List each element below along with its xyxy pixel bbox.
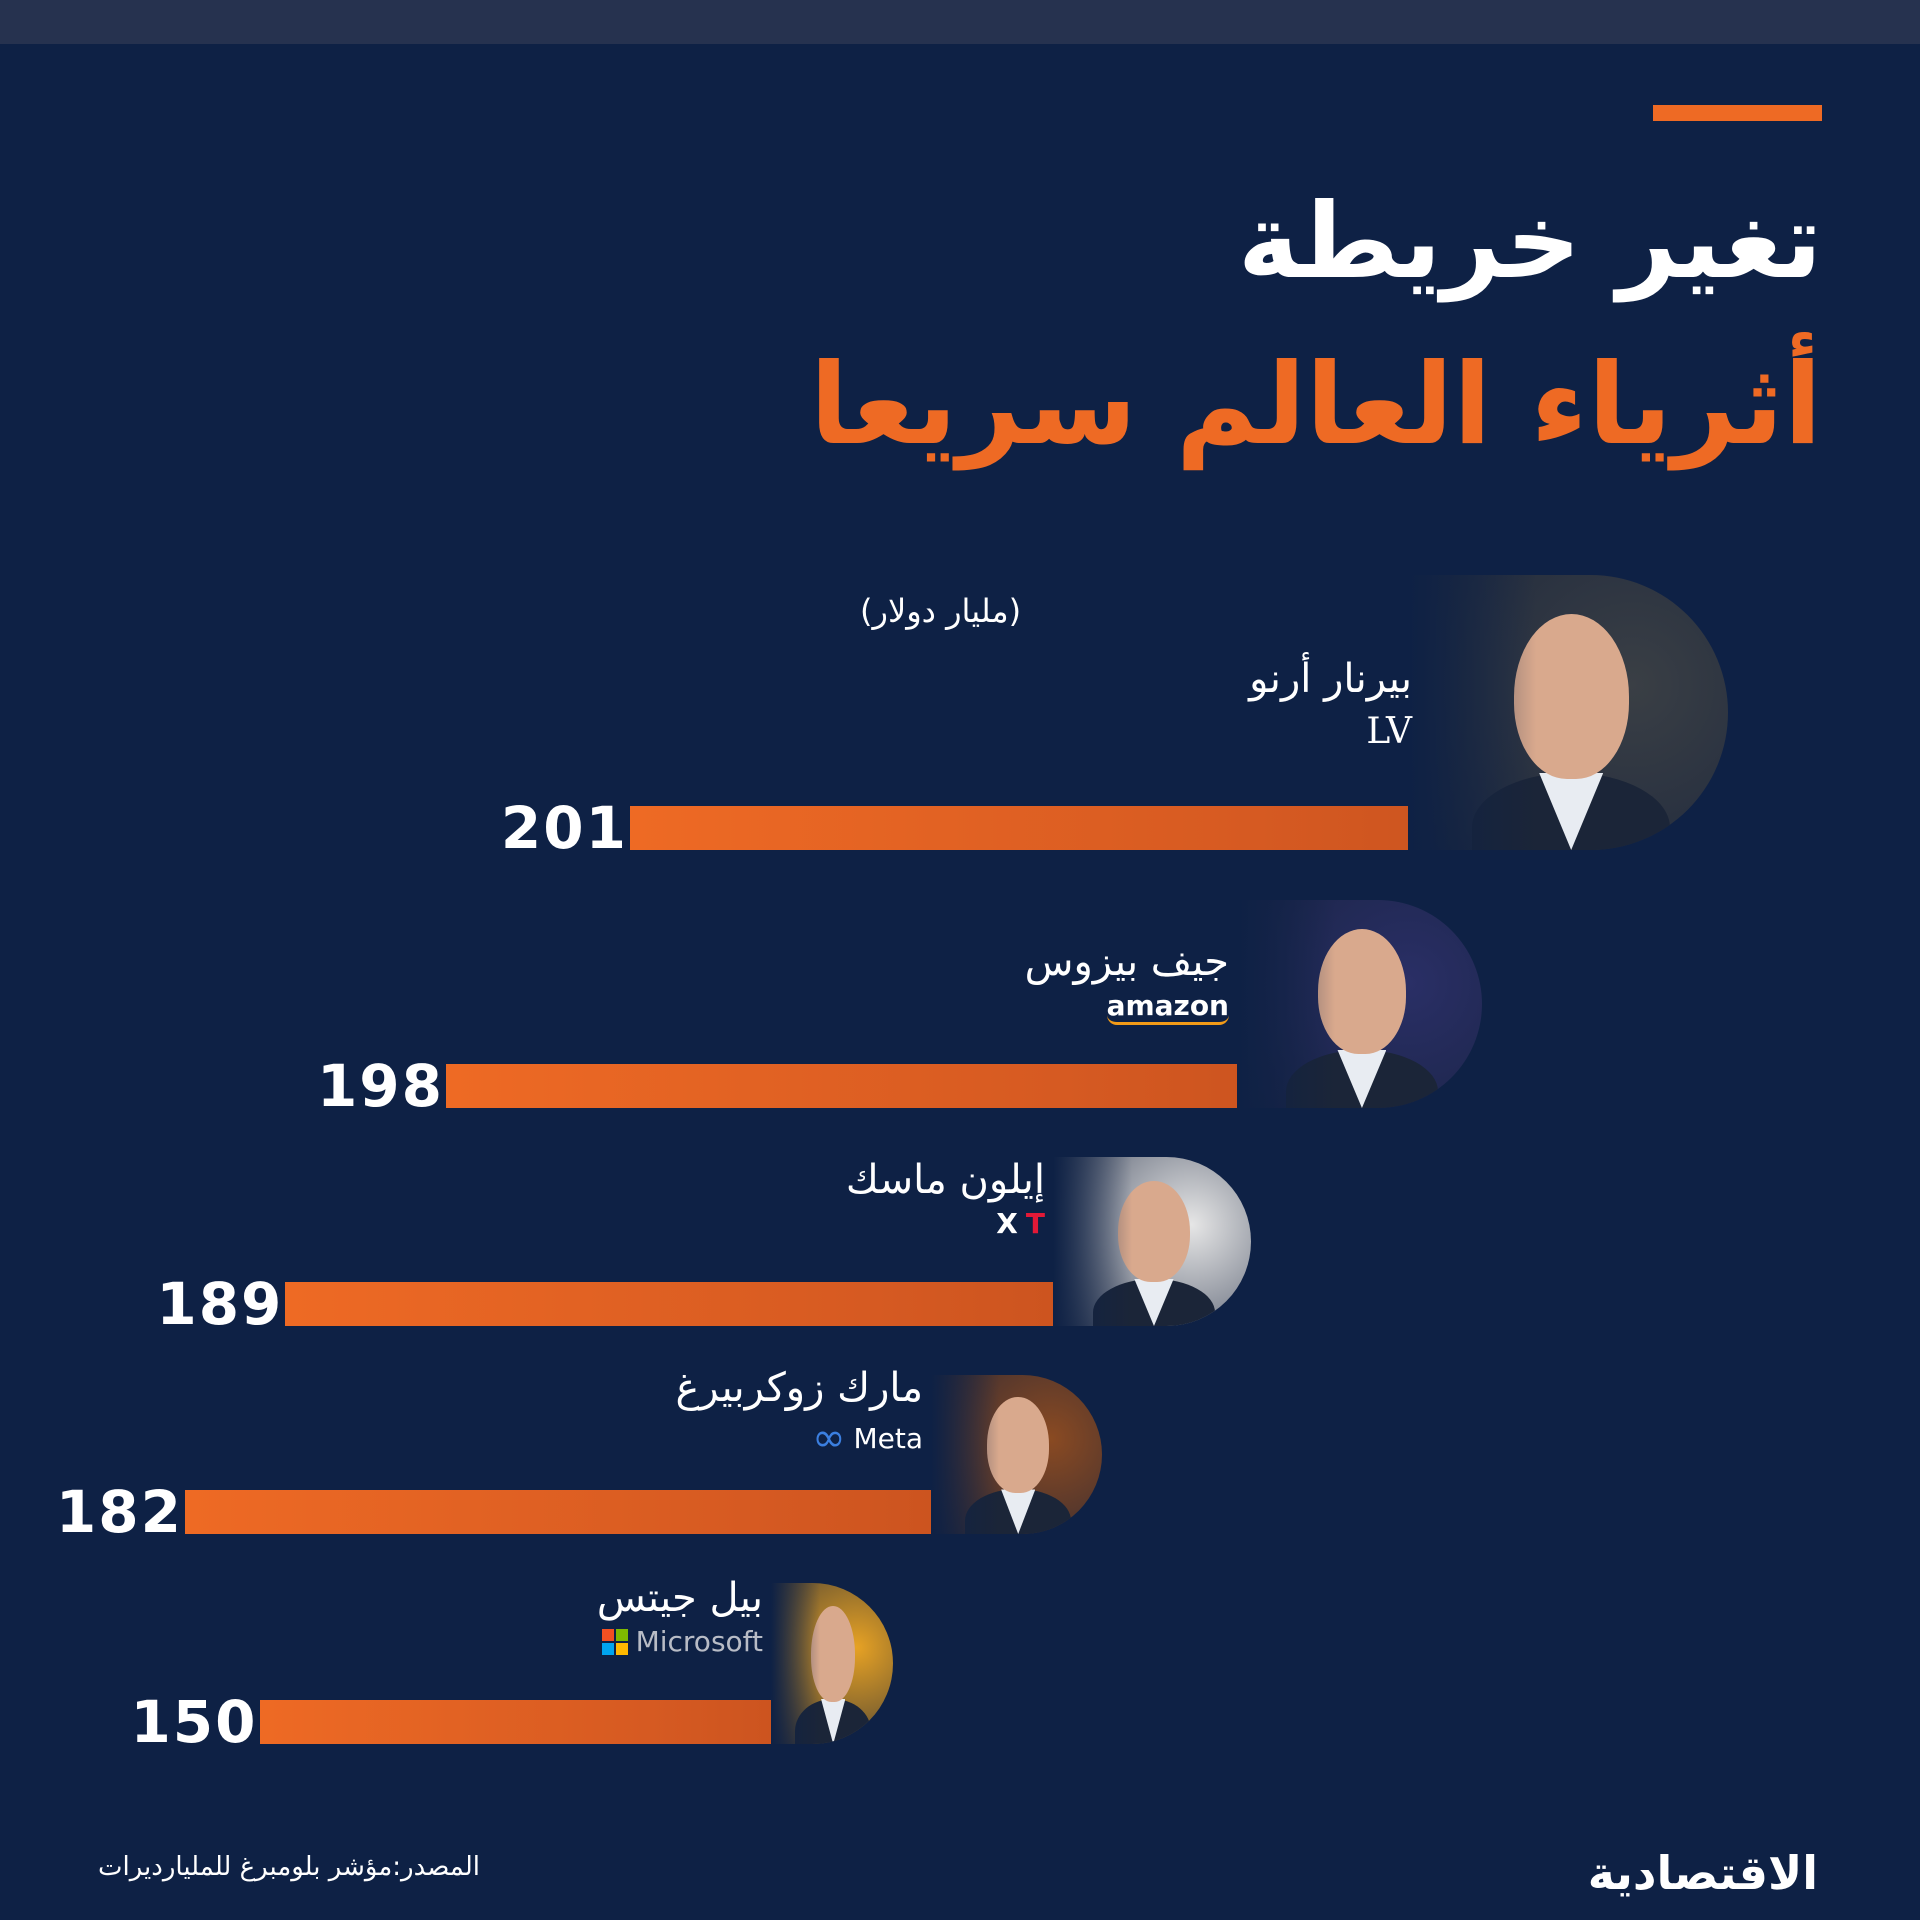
value-label: 198 bbox=[316, 1052, 445, 1120]
portrait-photo bbox=[1053, 1157, 1251, 1326]
bar-3 bbox=[285, 1282, 1123, 1326]
title-line-2: أثرياء العالم سريعا bbox=[809, 340, 1822, 470]
tesla-logo-icon: T bbox=[1025, 1207, 1045, 1240]
bar-2 bbox=[446, 1064, 1323, 1108]
company-logo: LV bbox=[1366, 711, 1412, 752]
person-name: بيل جيتس bbox=[596, 1575, 763, 1621]
accent-rule bbox=[1653, 105, 1822, 121]
portrait-photo bbox=[771, 1583, 893, 1744]
brand-name: Microsoft bbox=[635, 1625, 763, 1658]
photo-fade bbox=[1408, 575, 1536, 850]
portrait-photo bbox=[1408, 575, 1728, 850]
value-label: 201 bbox=[500, 794, 628, 862]
bar-1 bbox=[630, 806, 1520, 850]
person-name: بيرنار أرنو bbox=[1249, 656, 1412, 702]
brand-name: LV bbox=[1366, 711, 1412, 752]
company-logo: amazon bbox=[1106, 989, 1229, 1025]
brand-name: Meta bbox=[853, 1421, 923, 1455]
person-name: مارك زوكربيرغ bbox=[675, 1365, 924, 1411]
unit-label: (مليار دولار) bbox=[860, 592, 1022, 630]
bar-5 bbox=[259, 1700, 814, 1744]
person-name: إيلون ماسك bbox=[845, 1157, 1045, 1203]
company-logo: ∞ Meta bbox=[812, 1415, 923, 1461]
source-note: المصدر:مؤشر بلومبرغ للمليارديرات bbox=[98, 1852, 480, 1882]
value-label: 189 bbox=[156, 1270, 284, 1338]
portrait-photo bbox=[931, 1375, 1102, 1534]
bar-4 bbox=[184, 1490, 991, 1534]
value-label: 150 bbox=[130, 1688, 258, 1756]
top-strip bbox=[0, 0, 1920, 44]
person-name: جيف بيزوس bbox=[1024, 939, 1229, 985]
photo-fade bbox=[1237, 900, 1335, 1108]
title-line-1: تغير خريطة bbox=[1237, 180, 1822, 302]
value-label: 182 bbox=[55, 1478, 183, 1546]
meta-infinity-icon: ∞ bbox=[812, 1415, 846, 1461]
brand-name: amazon bbox=[1106, 989, 1229, 1025]
publisher-logo: الاقتصادية bbox=[1587, 1846, 1818, 1900]
photo-fade bbox=[771, 1583, 820, 1744]
photo-fade bbox=[931, 1375, 1000, 1534]
photo-fade bbox=[1053, 1157, 1133, 1326]
company-logo: Microsoft bbox=[601, 1625, 763, 1658]
portrait-photo bbox=[1237, 900, 1482, 1108]
microsoft-icon bbox=[601, 1628, 628, 1655]
x-logo-icon: X bbox=[996, 1207, 1018, 1240]
